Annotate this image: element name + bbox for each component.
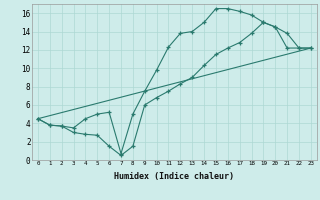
X-axis label: Humidex (Indice chaleur): Humidex (Indice chaleur) bbox=[115, 172, 234, 181]
